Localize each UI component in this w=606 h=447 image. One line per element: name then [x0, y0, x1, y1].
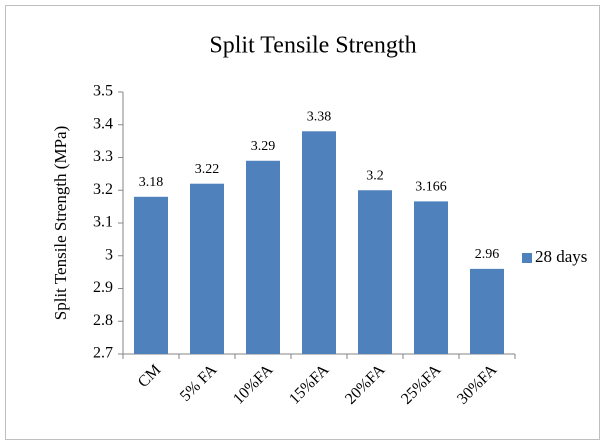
y-tick-label: 3.1 — [93, 214, 113, 231]
legend-swatch — [522, 253, 532, 263]
value-label: 3.18 — [139, 175, 164, 190]
bar — [470, 268, 504, 354]
value-label: 3.22 — [195, 162, 220, 177]
value-label: 3.2 — [366, 168, 384, 183]
y-tick-label: 3.4 — [93, 115, 113, 132]
y-tick-label: 3 — [105, 246, 113, 263]
y-tick-label: 2.9 — [93, 279, 113, 296]
bar — [302, 131, 336, 354]
value-label: 2.96 — [475, 247, 500, 262]
chart-title: Split Tensile Strength — [209, 33, 416, 59]
bar — [358, 190, 392, 354]
bar — [414, 201, 448, 354]
bar — [134, 196, 168, 354]
y-axis-label: Split Tensile Strength (MPa) — [51, 126, 70, 320]
y-tick-label: 2.8 — [93, 312, 113, 329]
y-tick-label: 3.3 — [93, 148, 113, 165]
value-label: 3.38 — [307, 110, 332, 125]
value-label: 3.166 — [415, 180, 447, 195]
bar — [246, 160, 280, 354]
y-tick-label: 3.5 — [93, 83, 113, 100]
legend-label: 28 days — [535, 247, 587, 266]
y-tick-label: 2.7 — [93, 345, 113, 362]
value-label: 3.29 — [251, 139, 276, 154]
y-tick-label: 3.2 — [93, 181, 113, 198]
bar — [190, 183, 224, 354]
